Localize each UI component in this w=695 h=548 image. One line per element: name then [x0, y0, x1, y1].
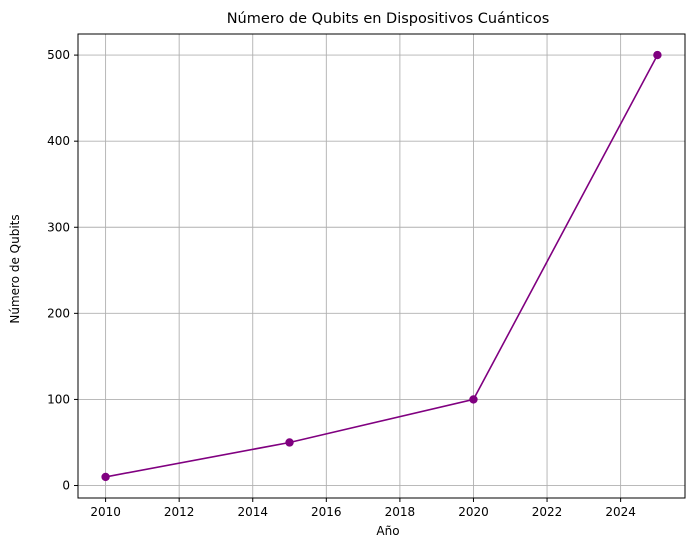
- x-axis-ticks: 2010 2012 2014 2016 2018 2020 2022 2024: [90, 498, 636, 519]
- x-tick-label: 2016: [311, 505, 342, 519]
- y-tick-label: 200: [47, 306, 70, 320]
- data-point: [469, 395, 478, 404]
- series-layer: [101, 50, 662, 482]
- data-point: [101, 472, 110, 482]
- y-axis-ticks: 0 100 200 300 400 500: [47, 48, 78, 493]
- axes-frame: [77, 33, 686, 499]
- y-tick-label: 300: [47, 220, 70, 234]
- chart-title: Número de Qubits en Dispositivos Cuántic…: [227, 11, 550, 27]
- x-tick-label: 2024: [605, 505, 636, 519]
- data-point: [285, 438, 294, 447]
- grid: [78, 34, 685, 498]
- y-tick-label: 500: [47, 48, 70, 62]
- y-axis-label: Número de Qubits: [8, 214, 22, 323]
- x-tick-label: 2012: [164, 505, 195, 519]
- y-tick-label: 0: [62, 479, 70, 493]
- x-tick-label: 2010: [90, 505, 121, 519]
- x-tick-label: 2018: [385, 505, 416, 519]
- series-line: [105, 54, 659, 478]
- plot-border: [77, 33, 686, 499]
- x-tick-label: 2020: [458, 505, 489, 519]
- x-axis-label: Año: [376, 524, 399, 538]
- y-tick-label: 100: [47, 392, 70, 406]
- x-tick-label: 2022: [532, 505, 563, 519]
- y-tick-label: 400: [47, 134, 70, 148]
- data-point: [653, 50, 662, 60]
- x-tick-label: 2014: [237, 505, 268, 519]
